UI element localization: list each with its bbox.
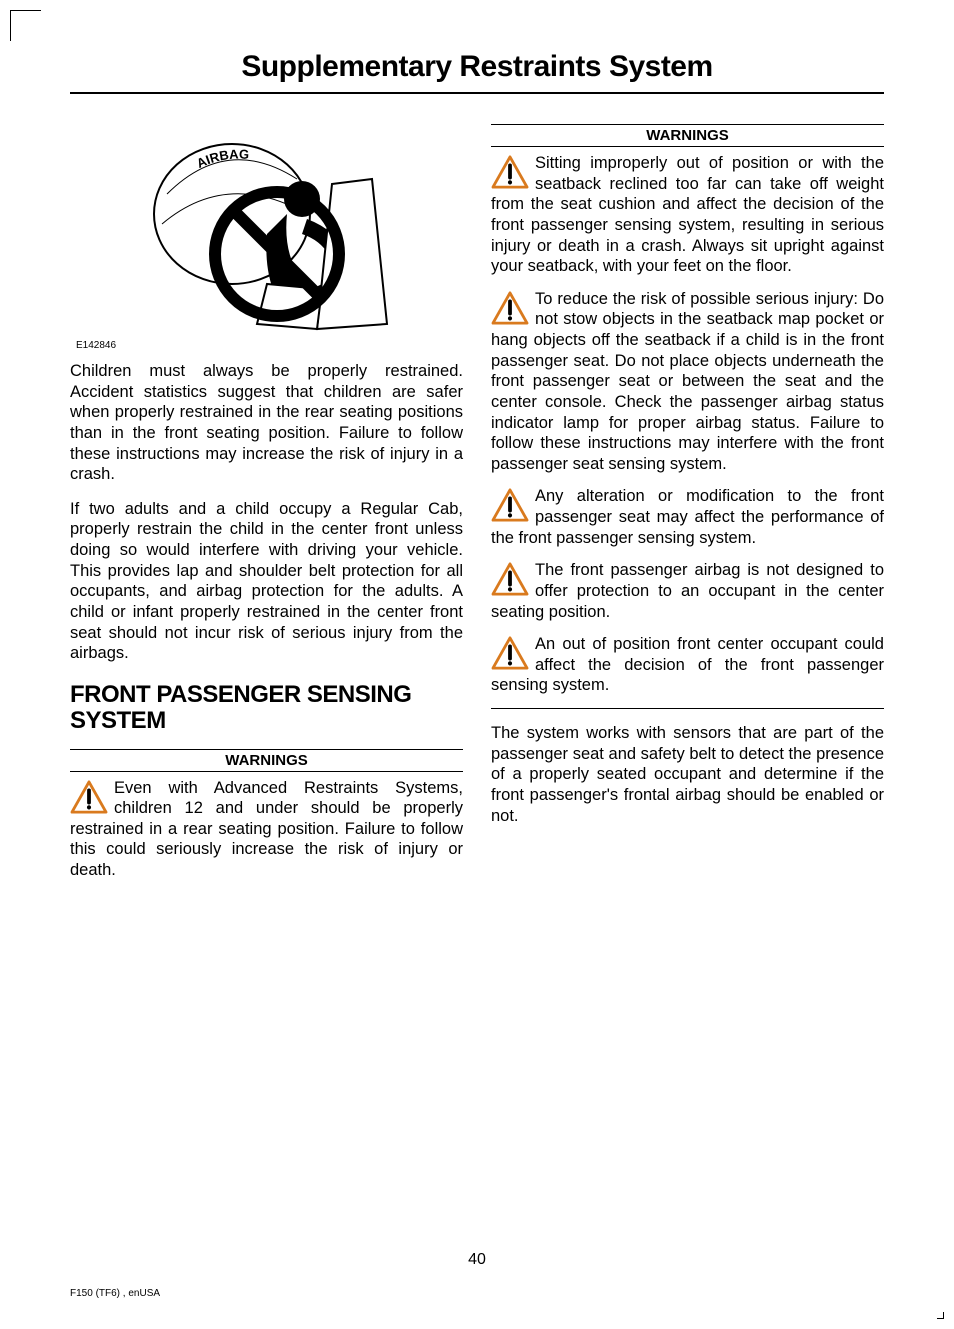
warning-triangle-icon (491, 562, 529, 596)
warning-triangle-icon (491, 488, 529, 522)
warning-item: Sitting improperly out of position or wi… (491, 153, 884, 277)
footer-document-code: F150 (TF6) , enUSA (70, 1288, 160, 1299)
section-heading: FRONT PASSENGER SENSING SYSTEM (70, 682, 463, 735)
warning-text: Even with Advanced Restraints Systems, c… (70, 779, 463, 880)
warning-triangle-icon (70, 780, 108, 814)
warning-text: An out of position front center occupant… (491, 635, 884, 694)
warning-item: Even with Advanced Restraints Systems, c… (70, 778, 463, 881)
body-paragraph: The system works with sensors that are p… (491, 723, 884, 826)
crop-mark-bottom-right (937, 1312, 944, 1319)
figure-reference-label: E142846 (76, 340, 463, 351)
warnings-end-rule (491, 708, 884, 709)
warning-item: The front passenger airbag is not design… (491, 560, 884, 622)
warning-item: Any alteration or modification to the fr… (491, 486, 884, 548)
warning-text: The front passenger airbag is not design… (491, 561, 884, 620)
page-number: 40 (0, 1251, 954, 1269)
warning-triangle-icon (491, 291, 529, 325)
title-rule (70, 92, 884, 94)
body-paragraph: If two adults and a child occupy a Regul… (70, 499, 463, 664)
crop-mark-top-left (10, 10, 41, 41)
warning-text: Any alteration or modification to the fr… (491, 487, 884, 546)
right-column: WARNINGS Sitting improperly out of posit… (491, 124, 884, 893)
airbag-child-prohibition-illustration: AIRBAG (137, 124, 397, 334)
body-paragraph: Children must always be properly restrai… (70, 361, 463, 485)
left-column: AIRBAG E142846 Children must always be p… (70, 124, 463, 893)
warning-item: An out of position front center occupant… (491, 634, 884, 696)
page-title: Supplementary Restraints System (70, 50, 884, 84)
two-column-layout: AIRBAG E142846 Children must always be p… (70, 124, 884, 893)
warnings-header: WARNINGS (70, 749, 463, 772)
warning-triangle-icon (491, 155, 529, 189)
warning-item: To reduce the risk of possible serious i… (491, 289, 884, 475)
warnings-header: WARNINGS (491, 124, 884, 147)
warning-triangle-icon (491, 636, 529, 670)
warning-text: Sitting improperly out of position or wi… (491, 154, 884, 275)
warning-text: To reduce the risk of possible serious i… (491, 290, 884, 473)
